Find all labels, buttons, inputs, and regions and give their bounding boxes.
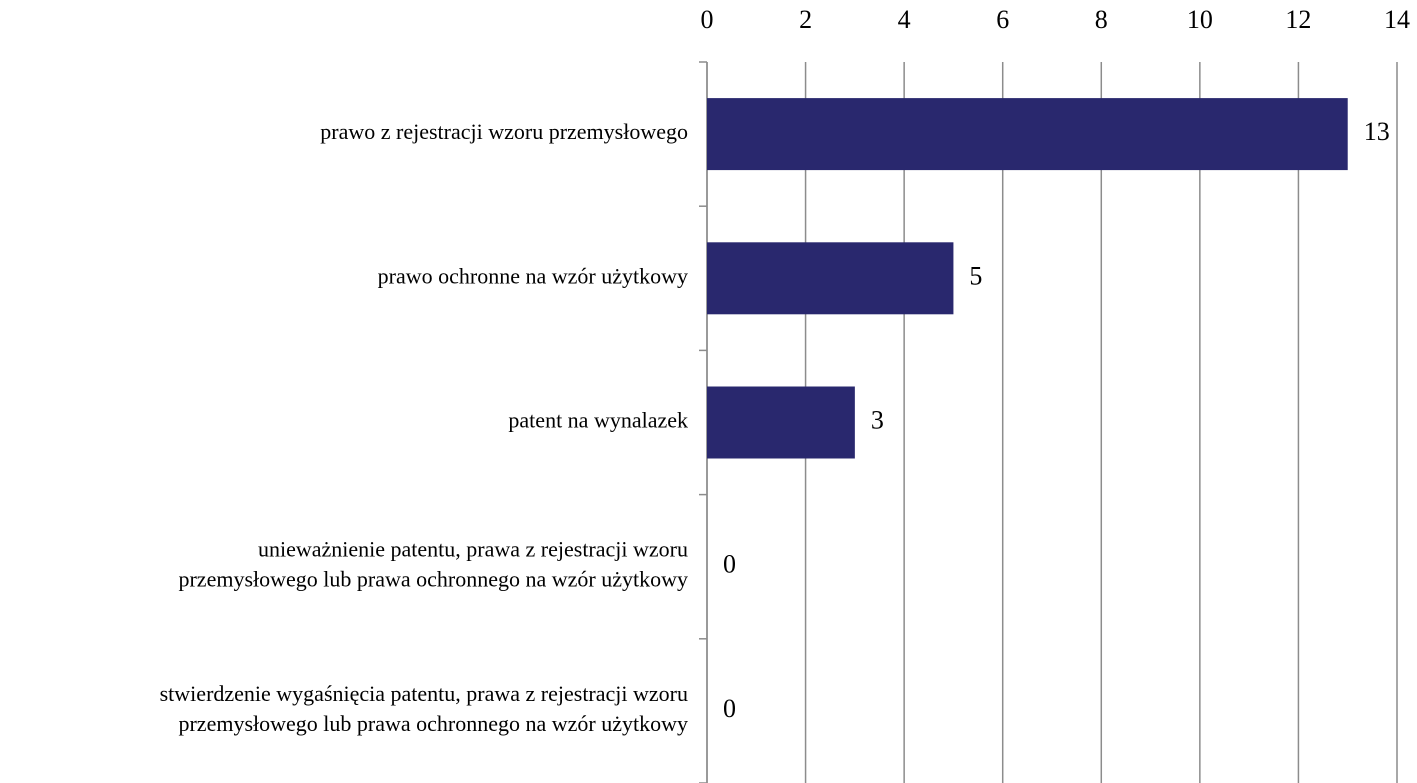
value-label: 13 bbox=[1364, 117, 1390, 146]
y-tick-label: przemysłowego lub prawa ochronnego na wz… bbox=[178, 711, 688, 736]
x-tick-label: 14 bbox=[1384, 5, 1410, 34]
y-tick-label: prawo z rejestracji wzoru przemysłowego bbox=[320, 119, 688, 144]
x-tick-label: 10 bbox=[1187, 5, 1213, 34]
x-tick-label: 2 bbox=[799, 5, 812, 34]
value-label: 0 bbox=[723, 694, 736, 723]
bar bbox=[707, 242, 954, 315]
bar bbox=[707, 386, 855, 459]
x-tick-label: 12 bbox=[1285, 5, 1311, 34]
x-tick-label: 4 bbox=[898, 5, 911, 34]
value-label: 3 bbox=[871, 405, 884, 434]
x-tick-label: 8 bbox=[1095, 5, 1108, 34]
bar bbox=[707, 98, 1348, 171]
y-tick-label: unieważnienie patentu, prawa z rejestrac… bbox=[258, 537, 688, 562]
x-tick-label: 6 bbox=[996, 5, 1009, 34]
x-tick-label: 0 bbox=[701, 5, 714, 34]
value-label: 5 bbox=[969, 261, 982, 290]
y-tick-label: przemysłowego lub prawa ochronnego na wz… bbox=[178, 567, 688, 592]
y-tick-label: stwierdzenie wygaśnięcia patentu, prawa … bbox=[160, 681, 688, 706]
value-label: 0 bbox=[723, 550, 736, 579]
y-tick-label: prawo ochronne na wzór użytkowy bbox=[378, 263, 688, 288]
y-tick-label: patent na wynalazek bbox=[508, 408, 688, 433]
